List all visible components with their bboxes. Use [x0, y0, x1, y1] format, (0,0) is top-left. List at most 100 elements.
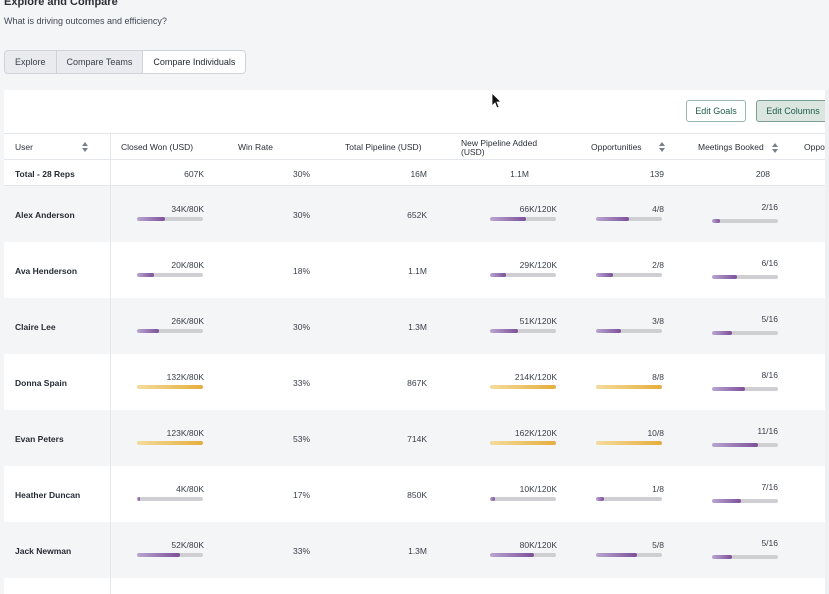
tab-compare-teams[interactable]: Compare Teams — [57, 51, 144, 73]
win-rate-value: 30% — [292, 210, 310, 220]
column-header-new-pipeline[interactable]: New Pipeline Added (USD) — [461, 137, 538, 157]
total-win-rate: 30% — [292, 169, 310, 179]
closed-won-progress-fill — [137, 217, 165, 221]
table-row[interactable]: Heather Duncan 4K/80K 17% 850K 10K/120K 1/8 7/… — [4, 466, 829, 522]
total-closed-won: 607K — [184, 169, 204, 179]
table-row[interactable]: Evan Peters 123K/80K 53% 714K 162K/120K 10/8 1… — [4, 410, 829, 466]
new-pipeline-value: 29K/120K — [519, 260, 557, 270]
total-opportunities: 139 — [649, 169, 664, 179]
new-pipeline-value: 10K/120K — [519, 484, 557, 494]
column-header-opportunities[interactable]: Opportunities — [591, 142, 642, 152]
opportunities-value: 5/8 — [652, 540, 664, 550]
total-new-pipeline: 1.1M — [510, 169, 529, 179]
user-name[interactable]: Evan Peters — [15, 434, 64, 444]
horizontal-overflow-edge — [825, 90, 829, 594]
new-pipeline-value: 214K/120K — [514, 372, 557, 382]
column-header-user[interactable]: User — [15, 142, 33, 152]
closed-won-progress-fill — [137, 385, 203, 389]
opportunities-progress-bar — [596, 273, 662, 277]
meetings-progress-fill — [712, 331, 733, 335]
closed-won-value: 26K/80K — [171, 316, 204, 326]
closed-won-value: 132K/80K — [166, 372, 204, 382]
new-pipeline-progress-fill — [490, 329, 519, 333]
win-rate-value: 33% — [292, 378, 310, 388]
user-name[interactable]: Donna Spain — [15, 378, 67, 388]
new-pipeline-progress-fill — [490, 273, 506, 277]
sort-icon[interactable] — [659, 142, 665, 152]
meetings-progress-fill — [712, 555, 733, 559]
tab-explore[interactable]: Explore — [5, 51, 57, 73]
closed-won-progress-fill — [137, 329, 159, 333]
closed-won-progress-fill — [137, 273, 154, 277]
meetings-progress-fill — [712, 499, 742, 503]
new-pipeline-progress-bar — [490, 553, 556, 557]
new-pipeline-progress-bar — [490, 441, 556, 445]
win-rate-value: 30% — [292, 322, 310, 332]
opportunities-progress-fill — [596, 273, 613, 277]
total-pipeline-value: 714K — [407, 434, 427, 444]
column-header-win-rate[interactable]: Win Rate — [238, 142, 273, 152]
opportunities-progress-bar — [596, 217, 662, 221]
new-pipeline-progress-bar — [490, 385, 556, 389]
total-pipeline-value: 1.3M — [408, 546, 427, 556]
tab-compare-individuals[interactable]: Compare Individuals — [143, 51, 246, 73]
total-pipeline-value: 652K — [407, 210, 427, 220]
opportunities-progress-bar — [596, 497, 662, 501]
closed-won-progress-bar — [137, 497, 203, 501]
closed-won-progress-bar — [137, 329, 203, 333]
edit-columns-button[interactable]: Edit Columns — [756, 100, 829, 122]
new-pipeline-progress-bar — [490, 273, 556, 277]
closed-won-value: 4K/80K — [176, 484, 204, 494]
meetings-progress-fill — [712, 387, 745, 391]
user-name[interactable]: Jack Newman — [15, 546, 72, 556]
total-row: Total - 28 Reps 607K 30% 16M 1.1M 139 20… — [4, 160, 829, 186]
column-header-meetings-booked[interactable]: Meetings Booked — [698, 142, 764, 152]
opportunities-progress-fill — [596, 497, 605, 501]
meetings-progress-bar — [712, 275, 778, 279]
new-pipeline-progress-fill — [490, 553, 535, 557]
user-name[interactable]: Heather Duncan — [15, 490, 81, 500]
meetings-progress-fill — [712, 275, 737, 279]
table-row[interactable]: Alex Anderson 34K/80K 30% 652K 66K/120K 4/8 2/… — [4, 186, 829, 242]
win-rate-value: 33% — [292, 546, 310, 556]
closed-won-progress-fill — [137, 553, 180, 557]
meetings-progress-bar — [712, 219, 778, 223]
meetings-value: 11/16 — [757, 426, 778, 436]
closed-won-value: 20K/80K — [171, 260, 204, 270]
table-row[interactable]: Ava Henderson 20K/80K 18% 1.1M 29K/120K 2/8 6/… — [4, 242, 829, 298]
edit-goals-button[interactable]: Edit Goals — [686, 100, 746, 122]
total-row-label: Total - 28 Reps — [15, 169, 75, 179]
opportunities-progress-fill — [596, 385, 662, 389]
meetings-progress-fill — [712, 443, 758, 447]
table-row[interactable]: Donna Spain 132K/80K 33% 867K 214K/120K 8/8 8/… — [4, 354, 829, 410]
new-pipeline-progress-fill — [490, 217, 527, 221]
column-header-closed-won[interactable]: Closed Won (USD) — [121, 142, 194, 152]
meetings-progress-bar — [712, 387, 778, 391]
table-row[interactable]: Jack Newman 52K/80K 33% 1.3M 80K/120K 5/8 5/16 — [4, 522, 829, 578]
opportunities-progress-bar — [596, 553, 662, 557]
total-pipeline-value: 850K — [407, 490, 427, 500]
sort-icon[interactable] — [772, 143, 778, 153]
opportunities-progress-bar — [596, 329, 662, 333]
new-pipeline-progress-bar — [490, 497, 556, 501]
closed-won-progress-bar — [137, 217, 203, 221]
sort-icon[interactable] — [82, 142, 88, 152]
user-name[interactable]: Ava Henderson — [15, 266, 78, 276]
column-header-total-pipeline[interactable]: Total Pipeline (USD) — [345, 142, 422, 152]
opportunities-progress-fill — [596, 553, 638, 557]
user-name[interactable]: Alex Anderson — [15, 210, 75, 220]
meetings-progress-bar — [712, 555, 778, 559]
meetings-value: 6/16 — [761, 258, 778, 268]
closed-won-progress-bar — [137, 553, 203, 557]
page-subtitle: What is driving outcomes and efficiency? — [4, 16, 167, 26]
user-name[interactable]: Claire Lee — [15, 322, 56, 332]
table-header: User Closed Won (USD) Win Rate Total Pip… — [4, 133, 829, 160]
meetings-value: 5/16 — [761, 538, 778, 548]
new-pipeline-progress-bar — [490, 217, 556, 221]
column-header-more[interactable]: Oppo — [804, 142, 825, 152]
closed-won-progress-bar — [137, 441, 203, 445]
opportunities-value: 1/8 — [652, 484, 664, 494]
table-row[interactable]: Claire Lee 26K/80K 30% 1.3M 51K/120K 3/8 5/16 — [4, 298, 829, 354]
meetings-value: 7/16 — [761, 482, 778, 492]
new-pipeline-value: 162K/120K — [514, 428, 557, 438]
